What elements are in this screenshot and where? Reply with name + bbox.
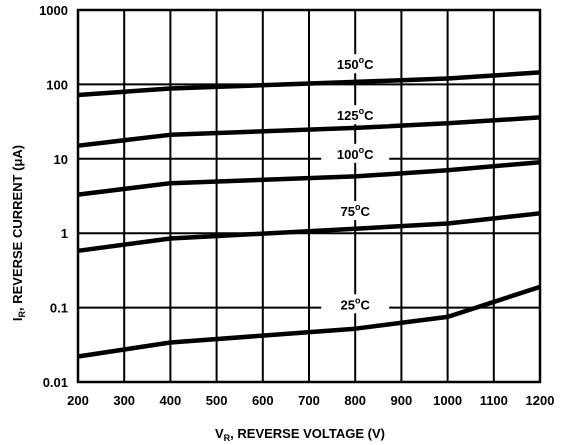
grid	[77, 9, 541, 383]
x-tick-label-200: 200	[67, 393, 89, 408]
y-tick-label-100: 100	[46, 77, 68, 92]
series-labels: 150oC 125oC 100oC 75oC 25oC	[321, 54, 390, 314]
series-label-125c: 125oC	[337, 106, 374, 123]
y-tick-label-0.1: 0.1	[50, 301, 68, 316]
y-tick-label-10: 10	[54, 152, 68, 167]
series-line-150c	[77, 70, 541, 98]
series-label-150c: 150oC	[337, 55, 374, 72]
plot-frame	[76, 8, 542, 384]
series-line-25c	[77, 284, 541, 359]
x-tick-label-400: 400	[160, 393, 182, 408]
x-tick-label-300: 300	[113, 393, 135, 408]
series-label-100c: 100oC	[337, 145, 374, 162]
y-tick-label-1: 1	[61, 226, 68, 241]
x-tick-label-700: 700	[298, 393, 320, 408]
x-tick-label-1100: 1100	[480, 393, 508, 408]
series-lines	[77, 70, 541, 359]
y-axis-title: IR, REVERSE CURRENT (μA)	[10, 145, 27, 321]
series-label-bg-25c	[321, 294, 390, 314]
series-label-bg-100c	[321, 143, 390, 163]
series-label-bg-125c	[321, 105, 390, 125]
y-tick-labels: 0.01 0.1 1 10 100 1000	[39, 3, 68, 390]
y-tick-label-0.01: 0.01	[43, 375, 68, 390]
plot-border	[76, 8, 542, 384]
series-line-100c	[77, 159, 541, 197]
series-line-125c	[77, 115, 541, 148]
series-label-bg-75c	[321, 201, 390, 221]
x-tick-label-600: 600	[252, 393, 274, 408]
x-tick-label-800: 800	[344, 393, 366, 408]
x-tick-labels: 200 300 400 500 600 700 800 900 1000 1100 1200	[67, 393, 554, 408]
x-tick-label-1200: 1200	[526, 393, 555, 408]
x-tick-label-500: 500	[206, 393, 228, 408]
x-tick-label-900: 900	[391, 393, 413, 408]
series-label-25c: 25oC	[341, 295, 371, 312]
series-label-bg-150c	[321, 54, 390, 74]
x-axis-title: VR, REVERSE VOLTAGE (V)	[215, 426, 385, 443]
series-line-75c	[77, 211, 541, 254]
series-label-75c: 75oC	[341, 202, 371, 219]
x-tick-label-1000: 1000	[433, 393, 462, 408]
y-tick-label-1000: 1000	[39, 3, 68, 18]
